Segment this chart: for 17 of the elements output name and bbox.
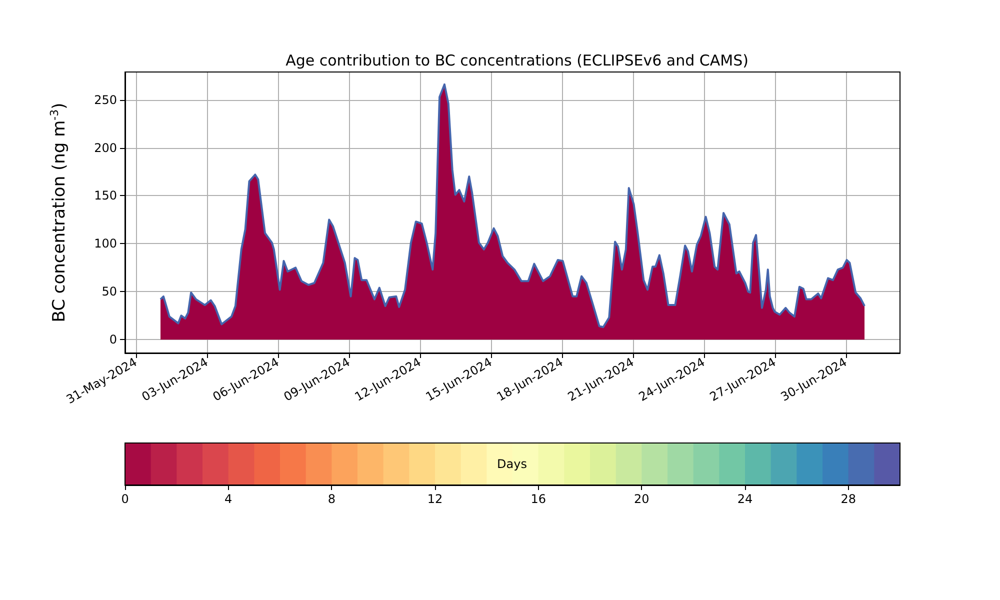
color-bar-label: 0 [121,492,129,506]
y-axis-title: BC concentration (ng m-3) [48,102,70,322]
y-tick-label: 200 [94,140,117,155]
color-bar-title: Days [497,457,527,471]
chart-title: Age contribution to BC concentrations (ECLIPSEv6 and CAMS) [286,52,748,70]
y-tick-label: 250 [94,92,117,107]
color-bar-label: 28 [840,492,856,506]
y-tick-label: 150 [94,188,117,203]
color-bar-label: 20 [634,492,650,506]
color-bar-label: 12 [427,492,443,506]
color-bar-label: 24 [737,492,753,506]
y-tick-label: 100 [94,236,117,251]
color-bar-label: 16 [530,492,546,506]
color-bar-label: 8 [328,492,336,506]
y-tick-label: 50 [102,284,117,299]
color-bar-label: 4 [224,492,232,506]
y-tick-label: 0 [109,332,117,347]
